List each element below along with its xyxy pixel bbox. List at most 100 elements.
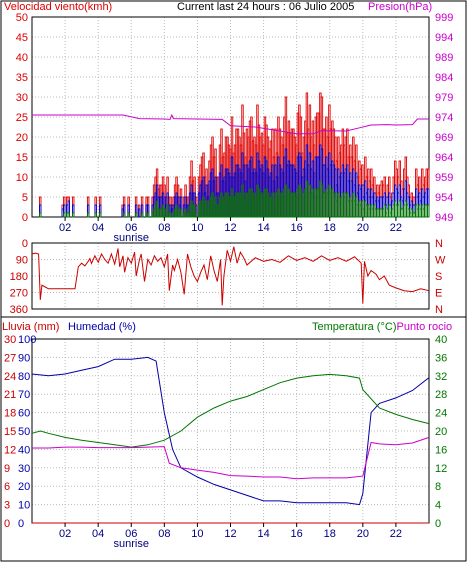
humidity-axis-label: Humedad (%) (68, 321, 136, 333)
wind-xtick-label: 02 (59, 222, 71, 234)
temp-ytick-label: 8 (435, 481, 441, 493)
humidity-ytick-label: 20 (18, 481, 30, 493)
pressure-ytick-label: 954 (435, 192, 453, 204)
wind-min-bar (127, 212, 130, 218)
rain-ytick-label: 0 (4, 518, 10, 530)
hum-xtick-label: 16 (291, 528, 303, 540)
wind-min-bar (140, 212, 144, 218)
wind-min-bar (388, 204, 391, 218)
wind-xtick-label: 08 (158, 222, 170, 234)
temperature-line (31, 373, 430, 448)
wind-min-bar (166, 204, 169, 218)
rain-ytick-label: 30 (4, 334, 16, 346)
temp-ytick-label: 32 (435, 371, 447, 383)
rain-ytick-label: 18 (4, 408, 16, 420)
wind-ytick-label: 0 (22, 212, 28, 224)
rain-ytick-label: 3 (4, 500, 10, 512)
wind-xtick-label: 16 (291, 222, 303, 234)
dir-left-ytick-label: 0 (22, 238, 28, 250)
temp-ytick-label: 20 (435, 426, 447, 438)
wind-ytick-label: 45 (16, 32, 28, 44)
wind-xtick-label: 06 (125, 222, 137, 234)
wind-min-bar (169, 212, 172, 218)
hum-xtick-label: 10 (191, 528, 203, 540)
rain-ytick-label: 9 (4, 463, 10, 475)
pressure-ytick-label: 959 (435, 172, 453, 184)
dir-right-ytick-label: N (435, 304, 443, 316)
wind-xtick-label: 18 (324, 222, 336, 234)
wind-min-bar (427, 204, 430, 218)
wind-xtick-label: 10 (191, 222, 203, 234)
wind-min-bar (86, 212, 90, 218)
wind-min-bar (193, 204, 196, 218)
wind-min-bar (71, 212, 75, 218)
wind-ytick-label: 35 (16, 72, 28, 84)
dir-left-ytick-label: 360 (10, 304, 28, 316)
wind-min-bar (383, 204, 387, 218)
temp-ytick-label: 36 (435, 352, 447, 364)
wind-ytick-label: 50 (16, 12, 28, 24)
humidity-ytick-label: 80 (18, 371, 30, 383)
rain-ytick-label: 12 (4, 444, 16, 456)
wind-min-bar (98, 212, 102, 218)
humidity-ytick-label: 40 (18, 444, 30, 456)
wind-ytick-label: 10 (16, 172, 28, 184)
hum-xtick-label: 22 (390, 528, 402, 540)
hum-xtick-label: 12 (224, 528, 236, 540)
wind-min-bar (94, 212, 97, 218)
dir-left-ytick-label: 90 (16, 255, 28, 267)
wind-min-bar (146, 212, 150, 218)
temperature-axis-label: Temperatura (°C)Punto rocio (312, 321, 452, 333)
temp-ytick-label: 16 (435, 444, 447, 456)
wind-min-bar (67, 212, 70, 218)
rain-ytick-label: 24 (4, 371, 16, 383)
hum-xtick-label: 04 (92, 528, 104, 540)
temp-ytick-label: 24 (435, 408, 447, 420)
humidity-ytick-label: 100 (18, 334, 36, 346)
wind-xtick-label: 12 (224, 222, 236, 234)
dir-right-ytick-label: N (435, 238, 443, 250)
pressure-ytick-label: 964 (435, 152, 453, 164)
wind-xtick-label: 04 (92, 222, 104, 234)
dir-frame (31, 242, 430, 310)
pressure-ytick-label: 994 (435, 32, 453, 44)
wind-ytick-label: 40 (16, 52, 28, 64)
wind-panel: 0 5 10 15 20 25 30 35 40 45 50 949 954 959 964 969 974 97… (16, 12, 454, 244)
rain-ytick-label: 21 (4, 389, 16, 401)
wind-ytick-label: 20 (16, 132, 28, 144)
wind-min-bar (63, 212, 66, 218)
wind-min-bar (134, 212, 138, 218)
rain-ytick-label: 6 (4, 481, 10, 493)
wind-min-bar (39, 212, 42, 218)
temp-ytick-label: 12 (435, 463, 447, 475)
wind-xtick-label: 22 (390, 222, 402, 234)
wind-xtick-label: 14 (257, 222, 269, 234)
pressure-ytick-label: 969 (435, 132, 453, 144)
temp-ytick-label: 40 (435, 334, 447, 346)
wind-min-bar (179, 208, 183, 218)
humidity-ytick-label: 60 (18, 408, 30, 420)
pressure-line (32, 113, 429, 135)
pressure-ytick-label: 974 (435, 112, 453, 124)
pressure-ytick-label: 989 (435, 52, 453, 64)
rain-axis-label: Lluvia (mm) (2, 321, 59, 333)
wind-direction-line (31, 246, 430, 306)
wind-xtick-label: 20 (357, 222, 369, 234)
pressure-ytick-label: 949 (435, 212, 453, 224)
temp-ytick-label: 0 (435, 518, 441, 530)
dir-right-ytick-label: E (435, 288, 442, 300)
wind-ytick-label: 25 (16, 112, 28, 124)
wind-axis-label: Velocidad viento(kmh) (4, 1, 112, 13)
humidity-ytick-label: 10 (18, 500, 30, 512)
humidity-ytick-label: 0 (18, 518, 24, 530)
temp-ytick-label: 28 (435, 389, 447, 401)
hum-xtick-label: 06 (125, 528, 137, 540)
pressure-ytick-label: 999 (435, 12, 453, 24)
dir-left-ytick-label: 270 (10, 288, 28, 300)
humidity-ytick-label: 30 (18, 463, 30, 475)
wind-ytick-label: 30 (16, 92, 28, 104)
dir-right-ytick-label: S (435, 271, 442, 283)
hum-xtick-label: 08 (158, 528, 170, 540)
